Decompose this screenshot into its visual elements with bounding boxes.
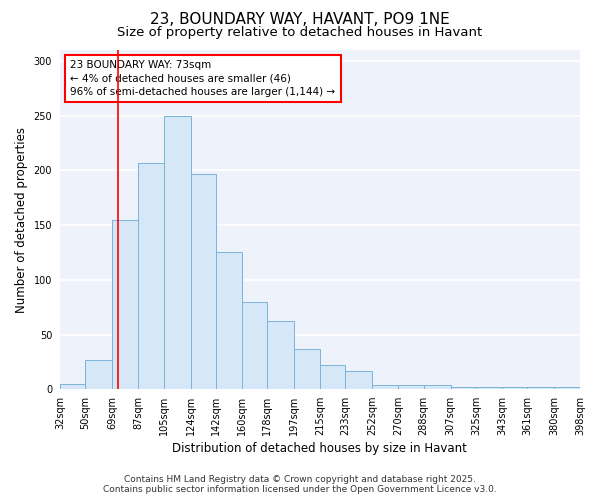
Text: 23, BOUNDARY WAY, HAVANT, PO9 1NE: 23, BOUNDARY WAY, HAVANT, PO9 1NE	[150, 12, 450, 28]
Bar	[502, 387, 527, 390]
Bar	[60, 384, 85, 390]
Bar	[451, 387, 476, 390]
Bar	[373, 385, 398, 390]
Y-axis label: Number of detached properties: Number of detached properties	[15, 126, 28, 312]
Text: Contains HM Land Registry data © Crown copyright and database right 2025.
Contai: Contains HM Land Registry data © Crown c…	[103, 474, 497, 494]
X-axis label: Distribution of detached houses by size in Havant: Distribution of detached houses by size …	[172, 442, 467, 455]
Bar	[85, 360, 112, 390]
Bar	[268, 322, 295, 390]
Bar	[424, 385, 451, 390]
Bar	[191, 174, 216, 390]
Bar	[112, 220, 138, 390]
Bar	[242, 302, 268, 390]
Bar	[295, 349, 320, 390]
Text: Size of property relative to detached houses in Havant: Size of property relative to detached ho…	[118, 26, 482, 39]
Bar	[216, 252, 242, 390]
Text: 23 BOUNDARY WAY: 73sqm
← 4% of detached houses are smaller (46)
96% of semi-deta: 23 BOUNDARY WAY: 73sqm ← 4% of detached …	[70, 60, 335, 96]
Bar	[476, 387, 502, 390]
Bar	[320, 365, 346, 390]
Bar	[346, 370, 373, 390]
Bar	[554, 387, 580, 390]
Bar	[398, 385, 424, 390]
Bar	[138, 162, 164, 390]
Bar	[164, 116, 191, 390]
Bar	[527, 387, 554, 390]
